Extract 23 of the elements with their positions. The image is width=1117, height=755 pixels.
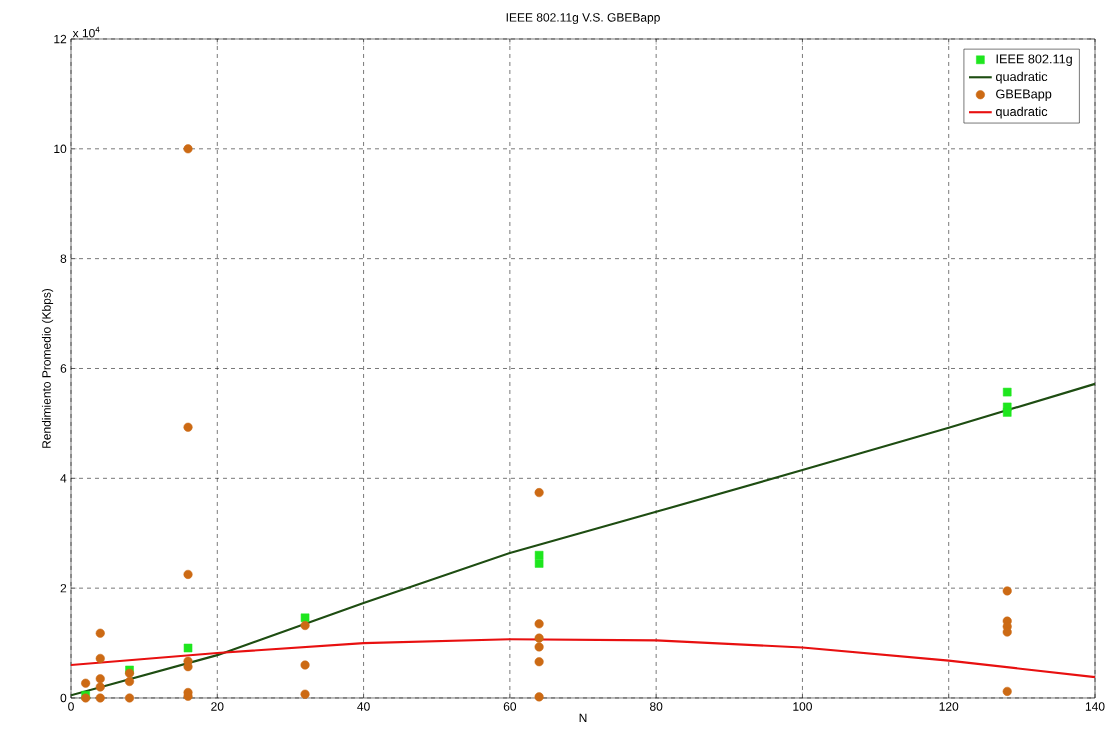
legend-label: quadratic [996, 106, 1048, 119]
x-tick-label: 120 [939, 702, 959, 711]
y-tick-label: 0 [60, 693, 67, 703]
y-tick-label: 8 [60, 254, 67, 263]
x-tick-label: 80 [650, 702, 663, 711]
y-tick-label: 2 [60, 583, 67, 593]
x-tick-label: 100 [793, 702, 812, 711]
text: x 10$^{4}$ [72, 26, 100, 38]
x-tick-label: 60 [503, 702, 517, 711]
chart-title: IEEE 802.11g V.S. GBEBapp [506, 13, 660, 25]
x-tick-label: 0 [68, 702, 74, 711]
y-tick-label: 10 [54, 144, 67, 154]
x-tick-label: 40 [357, 702, 370, 711]
y-tick-label: 12 [54, 34, 67, 44]
y-tick-label: 6 [60, 364, 67, 373]
legend-label: quadratic [996, 71, 1048, 84]
x-axis-title: N [579, 713, 587, 722]
legend-label: IEEE 802.11g [996, 54, 1072, 66]
y-tick-label: 4 [60, 474, 67, 483]
x-tick-label: 20 [211, 702, 224, 711]
legend-label: GBEBapp [996, 89, 1052, 101]
x-tick-label: 140 [1085, 702, 1105, 711]
y-axis-title: Rendimiento Promedio (Kbps) [41, 288, 54, 448]
